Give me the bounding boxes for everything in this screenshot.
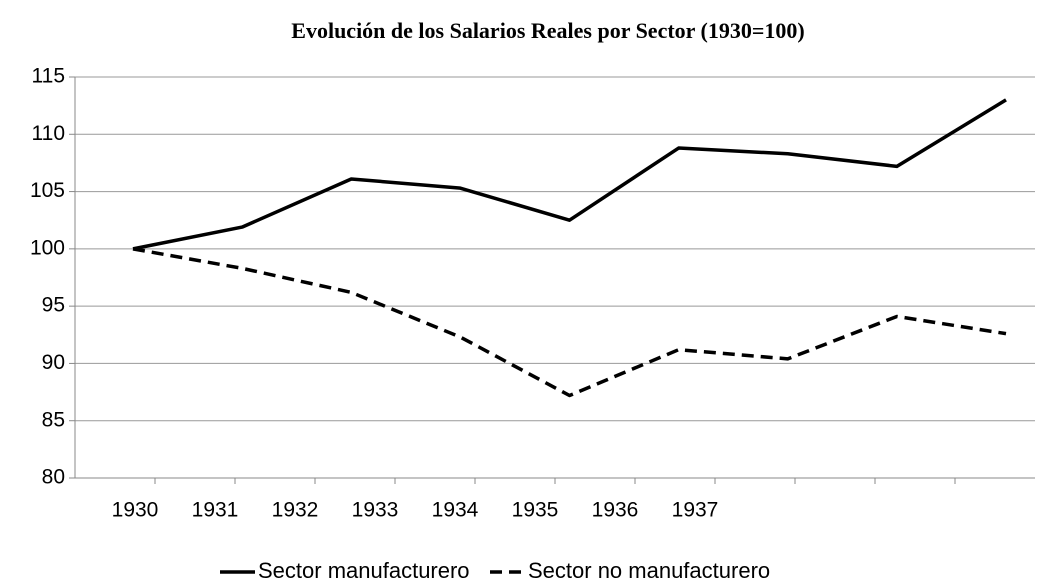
series-line <box>132 247 1007 398</box>
y-tick-label: 115 <box>32 65 65 88</box>
y-tick-label: 85 <box>42 408 65 431</box>
y-tick-label: 90 <box>42 351 65 374</box>
y-tick-label: 100 <box>30 236 65 259</box>
y-tick-label: 105 <box>30 179 65 202</box>
y-tick-label: 110 <box>32 122 65 145</box>
x-tick-label: 1933 <box>352 499 399 522</box>
x-tick-label: 1934 <box>432 499 479 522</box>
y-tick-label: 80 <box>42 466 65 489</box>
chart-title: Evolución de los Salarios Reales por Sec… <box>291 18 804 43</box>
legend-label: Sector no manufacturero <box>528 558 770 582</box>
x-tick-label: 1937 <box>672 499 719 522</box>
legend-label: Sector manufacturero <box>258 558 470 582</box>
series-line <box>132 98 1007 251</box>
y-tick-label: 95 <box>42 294 65 317</box>
x-tick-label: 1930 <box>112 499 159 522</box>
x-tick-label: 1936 <box>592 499 639 522</box>
x-tick-label: 1932 <box>272 499 319 522</box>
x-tick-label: 1931 <box>192 499 239 522</box>
x-tick-label: 1935 <box>512 499 559 522</box>
